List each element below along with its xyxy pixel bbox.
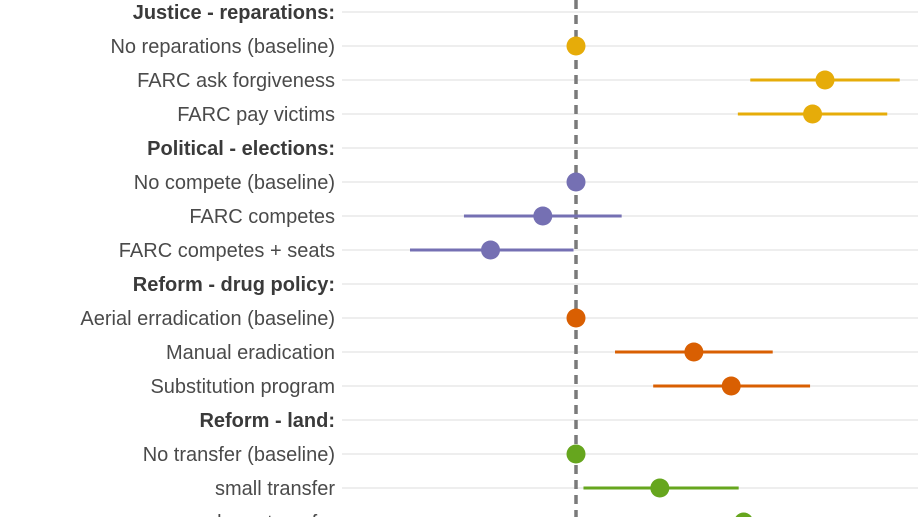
group-header-label: Justice - reparations: (133, 2, 335, 24)
point-estimate (566, 172, 586, 192)
point-estimate (735, 512, 752, 517)
row-label: FARC competes + seats (119, 240, 335, 262)
point-estimate (684, 342, 704, 362)
point-estimate (721, 376, 741, 396)
group-header-label: Reform - drug policy: (133, 274, 335, 296)
row-labels: Justice - reparations: No reparations (ba… (80, 2, 335, 517)
point-estimate (566, 444, 586, 464)
point-estimates (481, 36, 835, 517)
point-estimate (803, 104, 823, 124)
row-label: Substitution program (150, 376, 335, 398)
row-label: No transfer (baseline) (143, 444, 335, 466)
row-label: FARC pay victims (177, 104, 335, 126)
row-label: small transfer (215, 478, 335, 500)
row-label: FARC competes (189, 206, 335, 228)
point-estimate (566, 308, 586, 328)
group-header-label: Reform - land: (199, 410, 335, 432)
group-header-label: Political - elections: (147, 138, 335, 160)
point-estimate (481, 240, 501, 260)
point-estimate (533, 206, 553, 226)
row-label: Aerial erradication (baseline) (80, 308, 335, 330)
row-label: Manual eradication (166, 342, 335, 364)
point-estimate (815, 70, 835, 90)
row-label: No reparations (baseline) (110, 36, 335, 58)
row-label: No compete (baseline) (134, 172, 335, 194)
row-label: FARC ask forgiveness (137, 70, 335, 92)
point-estimate (650, 478, 670, 498)
point-estimate (566, 36, 586, 56)
row-label: large transfer (217, 512, 335, 517)
grid-lines (342, 11, 918, 489)
